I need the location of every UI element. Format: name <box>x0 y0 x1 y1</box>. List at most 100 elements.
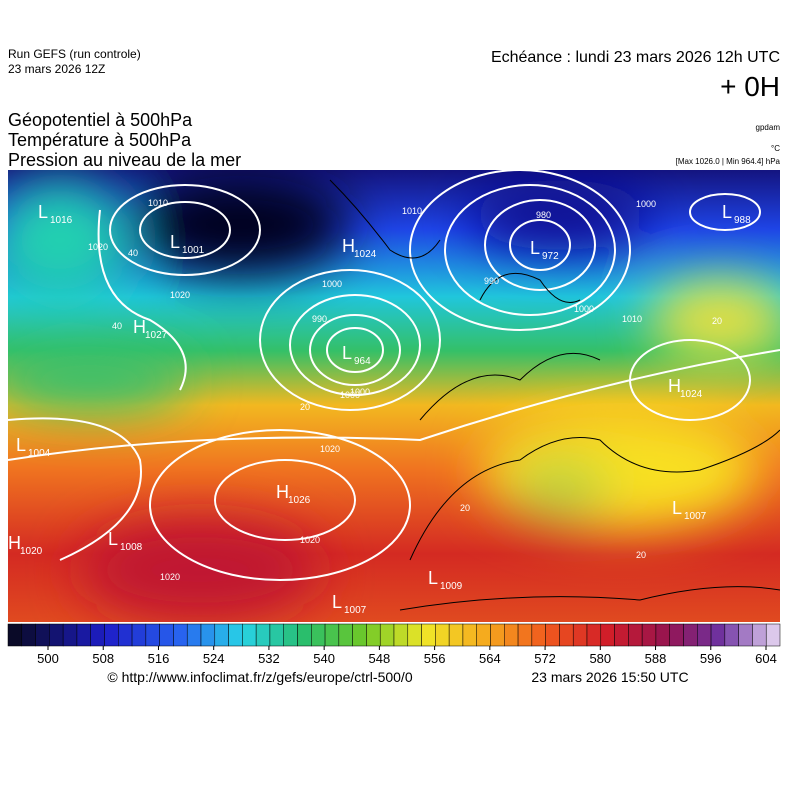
colorbar-swatch <box>49 623 64 647</box>
pressure-center-letter: L <box>722 202 732 222</box>
colorbar-swatch <box>311 623 326 647</box>
isoline-label: 1000 <box>322 279 342 289</box>
isoline-label: 980 <box>536 210 551 220</box>
colorbar-swatch <box>62 623 78 647</box>
isoline-label: 1020 <box>170 290 190 300</box>
pressure-center-value: 1026 <box>288 495 311 506</box>
colorbar-swatch <box>517 623 533 647</box>
isoline-label: 1000 <box>636 199 656 209</box>
colorbar-swatch <box>476 623 491 647</box>
colorbar-swatch <box>710 623 726 647</box>
colorbar-swatch <box>21 623 36 647</box>
isoline-label: 1010 <box>148 198 168 208</box>
colorbar-swatch <box>131 623 147 647</box>
title-line: Température à 500hPa <box>8 130 192 150</box>
colorbar-swatch <box>269 623 284 647</box>
colorbar-swatch <box>379 623 395 647</box>
colorbar-swatch <box>641 623 657 647</box>
colorbar-tick-label: 556 <box>424 651 446 666</box>
colorbar-tick-label: 572 <box>534 651 556 666</box>
title-line: Géopotentiel à 500hPa <box>8 110 193 130</box>
pressure-center-value: 1027 <box>145 330 168 341</box>
colorbar-swatch <box>572 623 588 647</box>
colorbar-tick-label: 516 <box>148 651 170 666</box>
isoline-label: 1020 <box>160 572 180 582</box>
pressure-center-value: 1024 <box>354 249 377 260</box>
pressure-center-letter: L <box>672 498 682 518</box>
coastlines <box>329 179 780 611</box>
colorbar-tick-label: 604 <box>755 651 777 666</box>
colorbar-swatch <box>697 623 712 647</box>
isoline-label: 20 <box>300 402 310 412</box>
colorbar-swatch <box>324 623 340 647</box>
isobars <box>8 170 780 581</box>
pressure-center-value: 1020 <box>20 546 43 557</box>
colorbar-swatch <box>393 623 409 647</box>
colorbar-swatch <box>504 623 519 647</box>
colorbar-tick-label: 564 <box>479 651 501 666</box>
pressure-center-letter: H <box>133 317 146 337</box>
footer-time: 23 mars 2026 15:50 UTC <box>531 669 688 685</box>
colorbar-tick-label: 532 <box>258 651 280 666</box>
isoline-label: 1020 <box>320 444 340 454</box>
colorbar-swatch <box>724 623 739 647</box>
colorbar-swatch <box>655 623 670 647</box>
colorbar-tick-label: 548 <box>369 651 391 666</box>
isoline-label: 20 <box>712 316 722 326</box>
pressure-center-letter: L <box>38 202 48 222</box>
isoline-label: 40 <box>112 321 122 331</box>
colorbar-swatch <box>448 623 464 647</box>
isoline-label: 1020 <box>300 535 320 545</box>
colorbar-swatch <box>738 623 753 647</box>
isoline-label: 1010 <box>402 206 422 216</box>
pressure-center-letter: L <box>170 232 180 252</box>
isoline-label: 20 <box>460 503 470 513</box>
colorbar-swatch <box>104 623 119 647</box>
colorbar-swatch <box>490 623 505 647</box>
colorbar-swatch <box>283 623 298 647</box>
colorbar-swatch <box>297 623 312 647</box>
title-line: Pression au niveau de la mer <box>8 150 241 170</box>
colorbar-swatch <box>214 623 229 647</box>
pressure-center-letter: H <box>276 482 289 502</box>
pressure-center-letter: L <box>108 529 118 549</box>
pressure-center-value: 972 <box>542 251 559 262</box>
colorbar-swatch <box>173 623 188 647</box>
colorbar-swatch <box>462 623 477 647</box>
pressure-center-value: 1004 <box>28 448 51 459</box>
pressure-center-value: 988 <box>734 215 751 226</box>
isoline-label: 1000 <box>574 304 594 314</box>
pressure-center-value: 964 <box>354 356 371 367</box>
colorbar-swatch <box>407 623 422 647</box>
colorbar-swatch <box>669 623 684 647</box>
pressure-center-value: 1016 <box>50 215 73 226</box>
colorbar-swatch <box>600 623 615 647</box>
pressure-center-value: 1008 <box>120 542 143 553</box>
pressure-center-letter: H <box>668 376 681 396</box>
colorbar-swatch <box>435 623 450 647</box>
isoline-label: 1000 <box>350 387 370 397</box>
colorbar-swatch <box>242 623 257 647</box>
pressure-center-letter: L <box>530 238 540 258</box>
isoline-label: 990 <box>312 314 327 324</box>
colorbar-swatch <box>421 623 436 647</box>
colorbar-swatch <box>545 623 560 647</box>
footer-url: © http://www.infoclimat.fr/z/gefs/europe… <box>107 669 412 685</box>
pressure-center-letter: L <box>342 343 352 363</box>
pressure-center-letter: L <box>428 568 438 588</box>
isoline-label: 1020 <box>88 242 108 252</box>
field-shading <box>8 175 780 620</box>
colorbar-swatch <box>586 623 602 647</box>
colorbar-swatch <box>159 623 174 647</box>
colorbar-tick-label: 500 <box>37 651 59 666</box>
isoline-label: 40 <box>128 248 138 258</box>
echeance: Echéance : lundi 23 mars 2026 12h UTC <box>491 49 780 66</box>
colorbar-swatch <box>628 623 643 647</box>
run-date: 23 mars 2026 12Z <box>8 62 105 76</box>
colorbar-swatch <box>366 623 381 647</box>
isoline-label: 1010 <box>622 314 642 324</box>
colorbar-swatch <box>559 623 574 647</box>
colorbar-swatch <box>338 623 353 647</box>
